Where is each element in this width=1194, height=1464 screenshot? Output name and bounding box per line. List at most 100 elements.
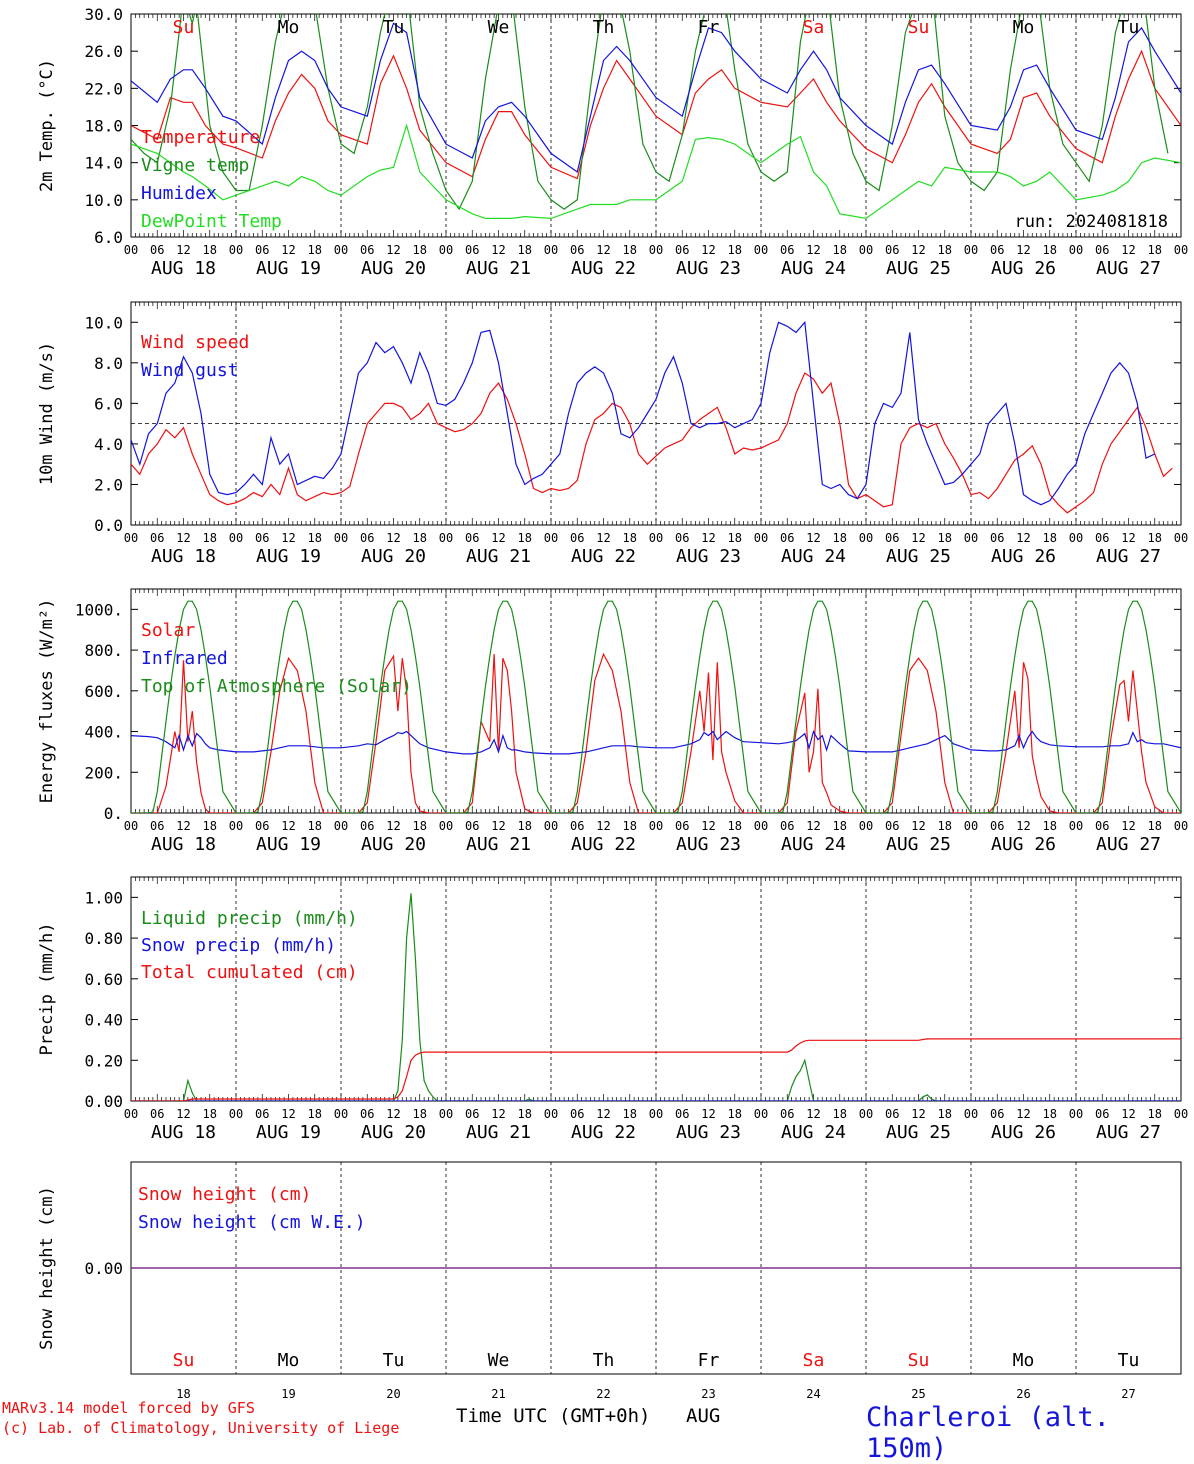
weekday-label: We [488,17,510,38]
weekday-label: Su [173,17,195,38]
hour-tick-label: 18 [1043,1107,1057,1121]
day-number-label: 19 [281,1387,295,1401]
hour-tick-label: 18 [308,819,322,833]
weekday-label: Sa [803,17,825,38]
day-label: AUG 19 [256,834,321,855]
hour-tick-label: 18 [833,1107,847,1121]
hour-tick-label: 06 [990,1107,1004,1121]
hour-tick-label: 12 [701,1107,715,1121]
hour-tick-label: 12 [281,243,295,257]
day-label: AUG 25 [886,258,951,279]
hour-tick-label: 18 [623,531,637,545]
hour-tick-label: 00 [964,531,978,545]
hour-tick-label: 06 [255,243,269,257]
hour-tick-label: 18 [203,531,217,545]
hour-tick-label: 18 [728,243,742,257]
hour-tick-label: 06 [570,243,584,257]
y-tick-label: 0.20 [84,1051,123,1070]
legend-entry: Solar [141,620,195,641]
hour-tick-label: 18 [308,243,322,257]
hour-tick-label: 06 [990,819,1004,833]
legend-entry: DewPoint Temp [141,211,282,232]
day-number-label: 22 [596,1387,610,1401]
day-label: AUG 19 [256,1122,321,1143]
location-label: Charleroi (alt. 150m) [866,1402,1110,1464]
hour-tick-label: 12 [1121,531,1135,545]
series-line [131,652,1181,813]
hour-tick-label: 00 [649,243,663,257]
hour-tick-label: 06 [465,819,479,833]
hour-tick-label: 12 [176,243,190,257]
hour-tick-label: 06 [150,819,164,833]
day-label: AUG 26 [991,1122,1056,1143]
weekday-label: Mo [278,17,300,38]
model-note: MARv3.14 model forced by GFS [2,1399,255,1417]
legend-entry: Snow height (cm) [138,1184,311,1205]
hour-tick-label: 12 [491,243,505,257]
hour-tick-label: 06 [885,819,899,833]
weekday-label: Fr [698,1350,720,1371]
day-number-label: 20 [386,1387,400,1401]
day-label: AUG 22 [571,546,636,567]
day-number-label: 27 [1121,1387,1135,1401]
hour-tick-label: 00 [229,243,243,257]
hour-tick-label: 06 [780,1107,794,1121]
hour-tick-label: 12 [1121,819,1135,833]
day-label: AUG 24 [781,258,846,279]
day-label: AUG 23 [676,258,741,279]
hour-tick-label: 00 [1174,819,1188,833]
hour-tick-label: 18 [833,243,847,257]
hour-tick-label: 12 [806,243,820,257]
hour-tick-label: 18 [1148,531,1162,545]
hour-tick-label: 18 [833,531,847,545]
hour-tick-label: 18 [938,1107,952,1121]
hour-tick-label: 06 [780,819,794,833]
hour-tick-label: 18 [728,1107,742,1121]
day-label: AUG 25 [886,546,951,567]
hour-tick-label: 12 [596,1107,610,1121]
hour-tick-label: 00 [544,819,558,833]
hour-tick-label: 12 [911,819,925,833]
hour-tick-label: 00 [1069,819,1083,833]
hour-tick-label: 12 [386,243,400,257]
hour-tick-label: 00 [229,819,243,833]
series-line [131,372,1173,514]
day-number-label: 24 [806,1387,820,1401]
hour-tick-label: 18 [308,1107,322,1121]
hour-tick-label: 18 [938,819,952,833]
hour-tick-label: 18 [938,243,952,257]
hour-tick-label: 00 [334,819,348,833]
hour-tick-label: 18 [308,531,322,545]
hour-tick-label: 12 [596,243,610,257]
day-number-label: 23 [701,1387,715,1401]
day-number-label: 25 [911,1387,925,1401]
y-tick-label: 1000. [75,600,123,619]
series-line [131,14,1169,211]
day-number-label: 26 [1016,1387,1030,1401]
legend-entry: Wind gust [141,360,239,381]
hour-tick-label: 12 [806,531,820,545]
y-tick-label: 6.0 [94,228,123,247]
hour-tick-label: 12 [386,1107,400,1121]
hour-tick-label: 18 [413,531,427,545]
hour-tick-label: 18 [623,1107,637,1121]
hour-tick-label: 00 [334,531,348,545]
hour-tick-label: 12 [386,531,400,545]
hour-tick-label: 06 [885,1107,899,1121]
hour-tick-label: 12 [701,819,715,833]
hour-tick-label: 18 [1043,243,1057,257]
hour-tick-label: 00 [859,243,873,257]
y-tick-label: 8.0 [94,354,123,373]
hour-tick-label: 00 [754,1107,768,1121]
hour-tick-label: 18 [413,1107,427,1121]
day-label: AUG 24 [781,546,846,567]
hour-tick-label: 06 [255,819,269,833]
hour-tick-label: 12 [1016,531,1030,545]
day-label: AUG 26 [991,834,1056,855]
y-tick-label: 1.00 [84,888,123,907]
weekday-label: Mo [1013,17,1035,38]
hour-tick-label: 06 [150,243,164,257]
y-tick-label: 0. [104,804,123,823]
month-label: AUG [686,1405,721,1427]
hour-tick-label: 12 [806,819,820,833]
